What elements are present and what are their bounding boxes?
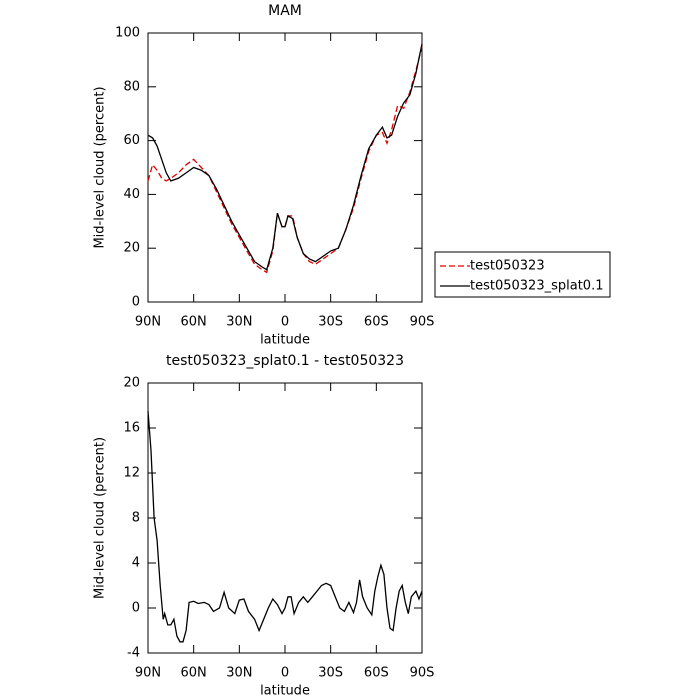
x-tick-label: 30S (318, 315, 343, 330)
series-line (147, 411, 423, 643)
plot-frame (147, 382, 423, 654)
y-axis-label: Mid-level cloud (percent) (93, 437, 108, 599)
x-tick-label: 30N (226, 315, 252, 330)
x-axis-label: latitude (260, 684, 310, 699)
y-tick-label: 60 (123, 133, 140, 148)
y-tick-label: 100 (115, 26, 140, 41)
x-tick-label: 30N (226, 666, 252, 681)
legend-label: test050323_splat0.1 (470, 279, 603, 294)
y-tick-label: 20 (123, 241, 140, 256)
y-tick-label: 8 (132, 511, 140, 526)
legend-box (434, 251, 611, 298)
y-tick-label: 16 (123, 421, 140, 436)
y-tick-label: 40 (123, 187, 140, 202)
y-tick-label: 4 (132, 556, 140, 571)
chart-title: test050323_splat0.1 - test050323 (166, 353, 404, 369)
plot-frame (147, 32, 423, 303)
x-tick-label: 0 (281, 666, 289, 681)
x-tick-label: 90N (135, 315, 161, 330)
chart-title: MAM (268, 3, 302, 19)
legend-label: test050323 (470, 259, 545, 274)
x-tick-label: 90S (410, 666, 435, 681)
x-tick-label: 60S (364, 315, 389, 330)
x-tick-label: 90N (135, 666, 161, 681)
y-tick-label: 12 (123, 466, 140, 481)
x-tick-label: 30S (318, 666, 343, 681)
y-tick-label: 0 (132, 601, 140, 616)
x-axis-label: latitude (260, 333, 310, 348)
y-tick-label: 80 (123, 79, 140, 94)
y-tick-label: -4 (127, 646, 140, 661)
y-tick-label: 20 (123, 376, 140, 391)
x-tick-label: 60N (181, 666, 207, 681)
y-tick-label: 0 (132, 295, 140, 310)
y-axis-label: Mid-level cloud (percent) (93, 86, 108, 248)
x-tick-label: 60S (364, 666, 389, 681)
series-line (147, 46, 423, 274)
x-tick-label: 0 (281, 315, 289, 330)
x-tick-label: 90S (410, 315, 435, 330)
x-tick-label: 60N (181, 315, 207, 330)
series-line (147, 43, 423, 271)
